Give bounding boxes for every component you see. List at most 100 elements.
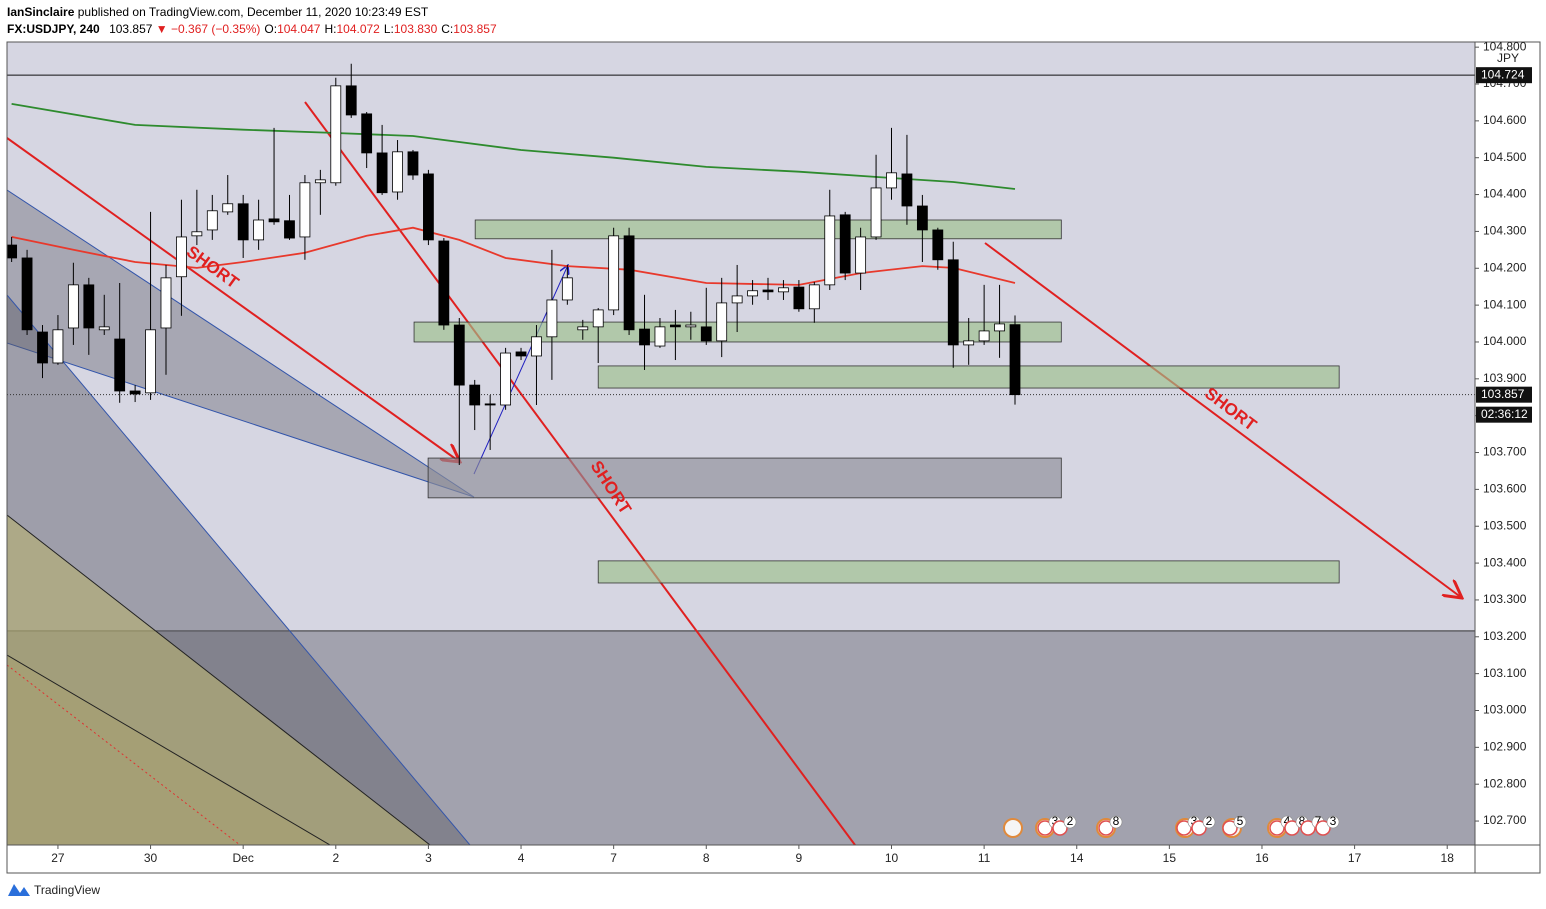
- event-badge: [1176, 820, 1192, 836]
- y-tick-label: 103.100: [1483, 666, 1527, 680]
- x-tick-label: 4: [518, 851, 525, 865]
- candle-body: [531, 336, 542, 357]
- event-count-bg: [1233, 815, 1247, 829]
- dotted-line: [7, 664, 241, 845]
- event-count-bg: [1109, 815, 1123, 829]
- candle-body: [407, 151, 419, 176]
- event-badge: [1191, 820, 1207, 836]
- y-tick-label: 104.500: [1483, 150, 1527, 164]
- y-tick-label: 104.200: [1483, 260, 1527, 274]
- candle-body: [901, 173, 913, 207]
- candle-body: [284, 220, 295, 239]
- event-count: 8: [1299, 814, 1306, 828]
- zone: [474, 219, 1062, 240]
- event-count: 4: [1284, 814, 1291, 828]
- y-tick-label: 103.600: [1483, 482, 1527, 496]
- candle-body: [669, 324, 681, 328]
- frame: [6, 41, 1541, 874]
- x-tick-label: 18: [1441, 851, 1455, 865]
- fan: [7, 189, 475, 498]
- y-tick-label: 104.400: [1483, 187, 1527, 201]
- candle-body: [7, 244, 18, 259]
- event-count-bg: [1326, 815, 1340, 829]
- y-tick-label: 104.800: [1483, 39, 1527, 53]
- zone: [597, 560, 1340, 584]
- zone: [597, 365, 1340, 389]
- x-tick-label: 7: [610, 851, 617, 865]
- x-tick-label: 16: [1255, 851, 1269, 865]
- x-tick-label: 3: [425, 851, 432, 865]
- candle-body: [330, 85, 342, 184]
- zone: [413, 321, 1062, 343]
- candle-body: [314, 179, 326, 184]
- candle-body: [129, 390, 141, 395]
- x-tick-label: 2: [332, 851, 339, 865]
- candle-body: [916, 205, 928, 231]
- x-tick-label: 11: [978, 851, 991, 865]
- x-tick-label: 30: [144, 851, 158, 865]
- trend-line: [7, 137, 460, 462]
- candle-body: [932, 229, 944, 261]
- y-tick-label: 103.400: [1483, 555, 1527, 569]
- y-tick-label: 104.600: [1483, 113, 1527, 127]
- y-tick-label: 102.700: [1483, 813, 1527, 827]
- candle-body: [808, 284, 820, 310]
- header-line: FX:USDJPY, 240 103.857 ▼ −0.367 (−0.35%)…: [7, 22, 497, 36]
- candle-body: [731, 295, 743, 304]
- x-tick-label: Dec: [233, 851, 254, 865]
- event-count: 2: [1067, 814, 1074, 828]
- candle-body: [237, 203, 249, 241]
- candle-body: [222, 203, 234, 213]
- candle-body: [886, 172, 897, 189]
- footer: TradingView: [8, 883, 100, 897]
- candle-body: [994, 323, 1005, 332]
- ohlc-key: C:: [441, 22, 453, 36]
- candle-body: [268, 218, 280, 223]
- candle-body: [114, 338, 126, 392]
- y-tick-label: 103.700: [1483, 445, 1527, 459]
- candle-body: [577, 326, 589, 331]
- event-badge: [1284, 820, 1300, 836]
- event-flag: [1003, 818, 1023, 838]
- y-axis: [1475, 42, 1540, 845]
- candle-body: [453, 324, 465, 386]
- x-tick-label: 14: [1070, 851, 1084, 865]
- ohlc-key: L:: [384, 22, 394, 36]
- candle-body: [747, 290, 758, 297]
- change: ▼ −0.367 (−0.35%): [156, 22, 261, 36]
- event-count-bg: [1063, 815, 1077, 829]
- candle-body: [592, 309, 604, 328]
- candle-body: [37, 331, 48, 364]
- candle-body: [639, 328, 650, 346]
- candle-body: [392, 151, 403, 193]
- price-label: 103.857: [1481, 387, 1525, 401]
- x-tick-label: 15: [1163, 851, 1177, 865]
- candle-body: [716, 302, 728, 342]
- candle-body: [438, 240, 450, 326]
- candle-body: [546, 299, 558, 338]
- candle-body: [469, 384, 481, 406]
- candle-body: [361, 113, 373, 154]
- candle-body: [21, 257, 33, 331]
- x-tick-label: 8: [703, 851, 710, 865]
- candle-body: [839, 214, 851, 274]
- candle-body: [1009, 324, 1021, 396]
- x-tick-label: 17: [1348, 851, 1362, 865]
- ohlc-value: 103.830: [394, 22, 438, 36]
- candle-body: [500, 352, 511, 406]
- event-badge: [1052, 820, 1068, 836]
- candle-body: [778, 287, 789, 293]
- ohlc-key: H:: [324, 22, 336, 36]
- ohlc-key: O:: [264, 22, 277, 36]
- candle-body: [98, 326, 110, 331]
- event-badge: [1037, 820, 1053, 836]
- candle-body: [561, 277, 573, 301]
- y-tick-label: 102.900: [1483, 740, 1527, 754]
- countdown: 02:36:12: [1481, 407, 1528, 421]
- event-badge: [1098, 820, 1114, 836]
- event-count: 3: [1052, 814, 1059, 828]
- event-count: 3: [1191, 814, 1198, 828]
- y-tick-label: 103.500: [1483, 518, 1527, 532]
- brand: TradingView: [34, 883, 100, 897]
- candle-body: [963, 340, 975, 346]
